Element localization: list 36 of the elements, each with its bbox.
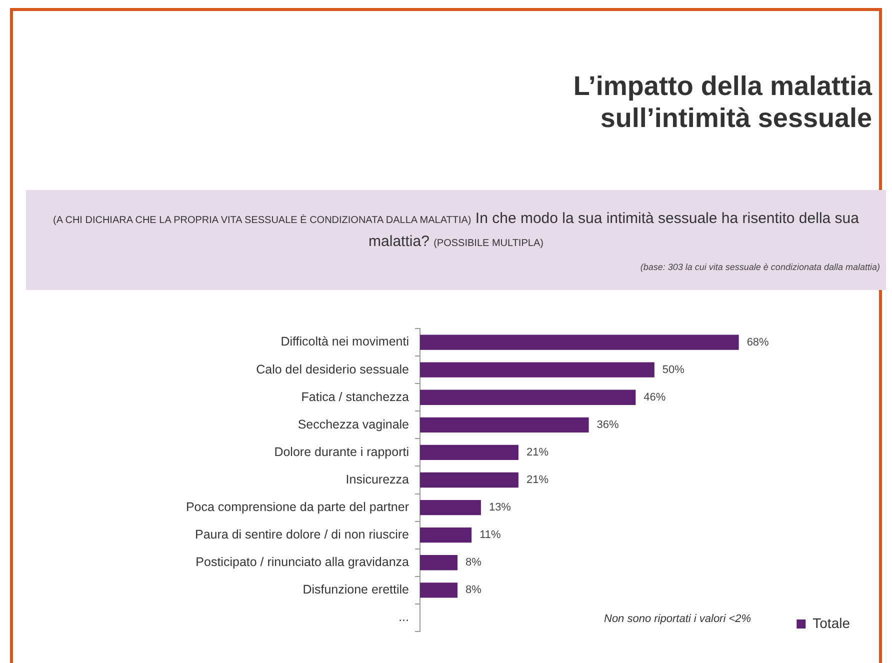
y-tick-label: Poca comprensione da parte del partner: [186, 500, 409, 514]
data-label: 11%: [480, 529, 501, 542]
y-tick-label: Insicurezza: [346, 472, 410, 486]
annotation: Non sono riportati i valori <2%: [604, 613, 752, 625]
data-label: 8%: [466, 556, 482, 569]
y-tick-label: ...: [398, 610, 409, 624]
data-label: 50%: [662, 364, 685, 376]
text: (A CHI DICHIARA CHE LA PROPRIA VITA SESSUALE È CONDIZIONATA DALLA MALATTIA) In che modo la sua intimità sessuale ha risentito della sua malattia? (POSSIBILE MULTIPLA): [53, 210, 859, 250]
y-tick-label: Paura di sentire dolore / di non riuscire: [194, 528, 410, 542]
data-label: 21%: [526, 474, 549, 486]
legend-label: Totale: [812, 614, 850, 631]
data-label: 68%: [746, 336, 770, 348]
bar: [420, 444, 518, 460]
bar: [420, 472, 518, 488]
y-tick-label: Fatica / stanchezza: [301, 390, 410, 404]
bar: [420, 334, 739, 350]
y-tick-label: Posticipato / rinunciato alla gravidanza: [196, 555, 410, 570]
bar: [420, 555, 458, 570]
y-tick-label: Secchezza vaginale: [298, 417, 410, 432]
bar: [420, 528, 472, 543]
y-tick-label: Dolore durante i rapporti: [274, 444, 409, 459]
y-tick-label: Calo del desiderio sessuale: [256, 362, 410, 376]
bar: [420, 417, 589, 432]
bar: [420, 582, 458, 598]
y-tick-label: Difficoltà nei movimenti: [280, 334, 409, 349]
data-label: 8%: [466, 584, 482, 596]
bar: [420, 390, 636, 405]
text: (base: 303 la cui vita sessuale è condizionata dalla malattia): [640, 262, 880, 272]
data-label: 36%: [596, 418, 620, 431]
data-label: 21%: [526, 446, 549, 458]
chart-title: L’impatto della malattia sull’intimità sessuale: [572, 70, 872, 134]
data-label: 13%: [488, 502, 512, 514]
bar: [420, 362, 654, 378]
data-label: 46%: [644, 391, 666, 404]
y-tick-label: Disfunzione erettile: [302, 582, 410, 597]
bar: [420, 500, 481, 516]
